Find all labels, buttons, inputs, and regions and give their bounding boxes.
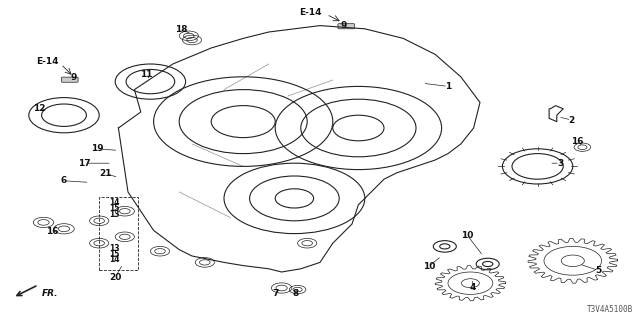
Text: 3: 3 xyxy=(557,159,563,168)
Text: 5: 5 xyxy=(595,266,602,275)
Text: 14: 14 xyxy=(109,198,119,207)
Text: 13: 13 xyxy=(109,210,119,219)
Text: 11: 11 xyxy=(140,70,152,79)
Text: 6: 6 xyxy=(61,176,67,185)
Text: 16: 16 xyxy=(46,227,59,236)
FancyBboxPatch shape xyxy=(61,77,78,82)
Text: 1: 1 xyxy=(445,82,451,91)
Text: 4: 4 xyxy=(469,284,476,292)
FancyBboxPatch shape xyxy=(338,24,355,29)
Text: E-14: E-14 xyxy=(300,8,322,17)
Bar xyxy=(99,197,138,270)
Text: 21: 21 xyxy=(99,169,112,178)
Text: 16: 16 xyxy=(571,137,584,146)
Text: 8: 8 xyxy=(292,289,299,298)
Text: 10: 10 xyxy=(461,231,474,240)
Text: 13: 13 xyxy=(109,244,119,253)
Text: E-14: E-14 xyxy=(36,57,59,66)
Text: 17: 17 xyxy=(78,159,91,168)
Text: T3V4A5100B: T3V4A5100B xyxy=(588,305,634,314)
Text: 15: 15 xyxy=(109,250,119,259)
Text: 19: 19 xyxy=(91,144,104,153)
Text: 2: 2 xyxy=(568,116,575,124)
Text: 10: 10 xyxy=(422,262,435,271)
Text: 9: 9 xyxy=(340,21,347,30)
Text: 12: 12 xyxy=(33,104,46,113)
Text: 15: 15 xyxy=(109,204,119,213)
Text: 18: 18 xyxy=(175,25,188,34)
Text: 20: 20 xyxy=(109,273,122,282)
Text: FR.: FR. xyxy=(42,289,58,298)
Text: 14: 14 xyxy=(109,255,119,264)
Text: 9: 9 xyxy=(70,73,77,82)
Text: 7: 7 xyxy=(272,289,278,298)
